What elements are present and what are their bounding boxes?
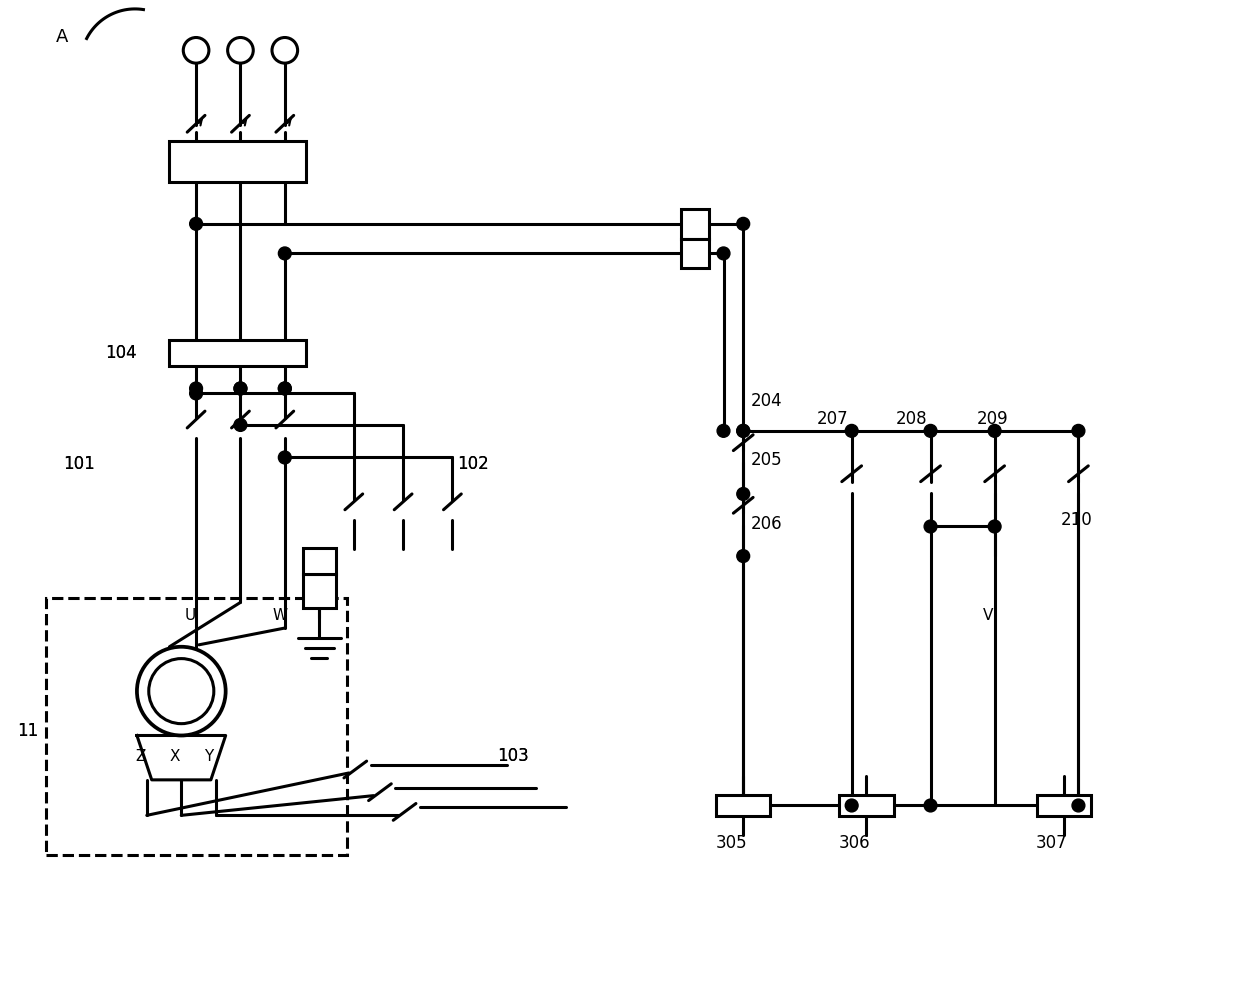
Text: 11: 11 xyxy=(16,722,38,739)
Text: 102: 102 xyxy=(458,456,489,473)
Text: 210: 210 xyxy=(1060,511,1092,528)
Circle shape xyxy=(717,424,730,437)
Text: Z: Z xyxy=(135,748,145,764)
Text: W: W xyxy=(273,608,288,623)
Bar xyxy=(303,573,336,608)
Circle shape xyxy=(279,382,291,395)
Text: 101: 101 xyxy=(63,456,94,473)
Text: U: U xyxy=(185,608,196,623)
Bar xyxy=(170,141,305,183)
Circle shape xyxy=(234,418,247,431)
Circle shape xyxy=(737,424,750,437)
Circle shape xyxy=(988,424,1001,437)
Circle shape xyxy=(737,217,750,230)
Text: V: V xyxy=(983,608,993,623)
Circle shape xyxy=(1073,799,1085,812)
Circle shape xyxy=(846,799,858,812)
Text: 204: 204 xyxy=(751,392,782,410)
Bar xyxy=(1037,794,1091,816)
Circle shape xyxy=(846,424,858,437)
Bar xyxy=(681,239,709,268)
Text: 11: 11 xyxy=(16,722,38,739)
Circle shape xyxy=(279,247,291,260)
Text: 305: 305 xyxy=(715,834,748,852)
Circle shape xyxy=(988,520,1001,533)
Circle shape xyxy=(737,424,750,437)
Text: 104: 104 xyxy=(105,344,136,362)
Text: X: X xyxy=(170,748,180,764)
Text: 101: 101 xyxy=(63,456,94,473)
Circle shape xyxy=(737,550,750,563)
Circle shape xyxy=(190,217,202,230)
Text: 306: 306 xyxy=(839,834,870,852)
Circle shape xyxy=(924,520,937,533)
Circle shape xyxy=(279,382,291,395)
Text: A: A xyxy=(56,27,68,45)
Bar xyxy=(839,794,894,816)
Circle shape xyxy=(279,451,291,464)
Circle shape xyxy=(234,382,247,395)
Text: 104: 104 xyxy=(105,344,136,362)
Bar xyxy=(681,209,709,239)
Text: 307: 307 xyxy=(1037,834,1068,852)
Text: 102: 102 xyxy=(458,456,489,473)
Text: 209: 209 xyxy=(977,410,1008,428)
Text: 205: 205 xyxy=(751,452,782,469)
Text: Y: Y xyxy=(203,748,213,764)
Bar xyxy=(717,794,770,816)
Bar xyxy=(46,598,347,854)
Circle shape xyxy=(924,799,937,812)
Bar xyxy=(170,340,305,366)
Bar xyxy=(303,548,336,573)
Circle shape xyxy=(737,487,750,501)
Circle shape xyxy=(717,247,730,260)
Circle shape xyxy=(924,424,937,437)
Text: 207: 207 xyxy=(817,410,849,428)
Text: 103: 103 xyxy=(497,747,528,765)
Circle shape xyxy=(1073,424,1085,437)
Circle shape xyxy=(234,382,247,395)
Text: 103: 103 xyxy=(497,747,528,765)
Circle shape xyxy=(190,382,202,395)
Text: 208: 208 xyxy=(897,410,928,428)
Text: 206: 206 xyxy=(751,515,782,532)
Circle shape xyxy=(190,387,202,400)
